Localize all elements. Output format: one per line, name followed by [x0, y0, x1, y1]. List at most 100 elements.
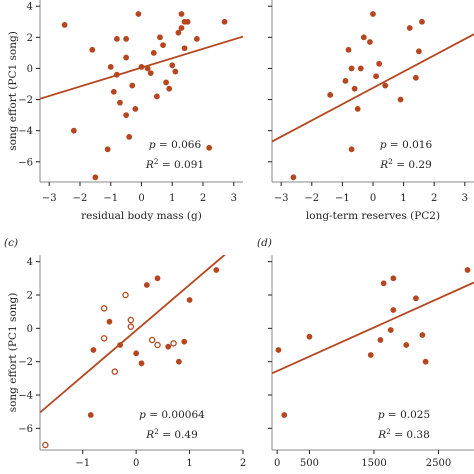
data-point [275, 347, 282, 353]
data-point [135, 11, 142, 17]
data-point [357, 65, 364, 72]
data-point-open [100, 335, 108, 342]
data-point [106, 318, 113, 325]
r-squared-label: R2 = 0.29 [379, 157, 432, 171]
data-point [113, 35, 120, 42]
data-point [157, 34, 163, 41]
data-point [113, 71, 120, 78]
fit-line [40, 255, 226, 414]
data-point-open [127, 316, 135, 324]
data-point [166, 85, 173, 92]
data-point [221, 18, 228, 25]
data-point [163, 79, 170, 86]
y-tick-label: 0 [27, 324, 33, 335]
fit-line [272, 281, 474, 375]
x-tick-label: 0 [274, 458, 280, 469]
data-point [147, 70, 154, 77]
p-value-label: p = 0.066 [149, 139, 202, 151]
x-tick-label: −1 [103, 193, 118, 204]
data-point [367, 352, 374, 358]
data-point [281, 412, 288, 418]
data-point [123, 54, 130, 61]
data-point [397, 96, 404, 103]
data-point [92, 174, 99, 181]
p-value-label: p = 0.025 [378, 409, 430, 421]
data-point [181, 338, 188, 345]
x-tick-label: 2 [200, 193, 206, 204]
data-point [70, 127, 77, 134]
data-point [143, 282, 150, 288]
y-tick-label: −6 [18, 424, 33, 435]
data-point [184, 18, 191, 25]
data-point [290, 174, 297, 181]
data-point [193, 35, 200, 42]
data-point [123, 112, 130, 119]
data-point [413, 295, 419, 302]
p-value-label: p = 0.016 [380, 139, 433, 151]
y-axis-label: song effort (PC1 song) [7, 293, 19, 413]
data-point [153, 93, 160, 100]
panel-a: 4 2 0 −2 −4 −6 −3 −2 −1 0 1 2 3 residual body mass (g… [7, 0, 243, 222]
data-point [406, 25, 413, 31]
panel-label: (d) [257, 237, 272, 249]
data-point-open [100, 305, 108, 312]
y-tick-label: 4 [27, 2, 33, 13]
data-point [144, 65, 151, 72]
data-point [110, 88, 117, 95]
data-point [373, 73, 379, 80]
data-point [387, 327, 394, 333]
data-point [306, 333, 313, 340]
r-squared-label: R2 = 0.49 [145, 427, 198, 441]
panel-c: 4 2 0 −2 −4 −6 −1 0 1 2 song effort (PC1 song) (c) p… [4, 237, 246, 469]
x-tick-label: 2 [240, 458, 246, 469]
data-point [138, 63, 145, 70]
data-point [419, 332, 426, 338]
data-point [61, 21, 68, 28]
panel-label: (c) [4, 237, 18, 249]
data-point [175, 358, 182, 365]
data-point [123, 35, 130, 42]
x-tick-label: 1 [169, 193, 175, 204]
data-point [367, 39, 373, 45]
data-point [390, 307, 397, 313]
y-tick-label: 2 [27, 291, 33, 302]
x-tick-label: 0 [133, 458, 139, 469]
data-point [416, 48, 422, 55]
data-point [377, 337, 384, 343]
data-point [175, 29, 182, 36]
data-point [370, 11, 376, 17]
r-squared-label: R2 = 0.38 [377, 427, 430, 441]
data-point [181, 45, 188, 52]
data-point [126, 133, 133, 140]
x-tick-label: −3 [42, 193, 57, 204]
panel-b: −3 −2 −1 0 1 2 3 long-term reserves (PC2) p = 0.… [268, 0, 474, 222]
data-point-open [154, 341, 161, 349]
data-point [132, 105, 139, 112]
data-point [345, 46, 352, 53]
panel-d: 0 500 1500 2500 (d) p = 0.025 R2 = 0.38 [257, 237, 474, 469]
data-point [107, 63, 114, 70]
x-tick-label: 1 [400, 193, 406, 204]
data-point [172, 68, 179, 75]
y-tick-label: 4 [27, 257, 33, 268]
data-point-open [170, 340, 177, 347]
x-axis-label: residual body mass (g) [81, 210, 202, 222]
x-tick-label: 0 [370, 193, 376, 204]
y-tick-label: 2 [27, 33, 33, 44]
data-point [342, 77, 349, 84]
data-point [376, 60, 383, 67]
y-axis-label: song effort (PC1 song) [7, 31, 19, 151]
data-point [165, 343, 172, 350]
x-axis-label: long-term reserves (PC2) [306, 210, 440, 222]
x-tick-label: 2 [431, 193, 437, 204]
x-tick-label: 0 [138, 193, 144, 204]
data-point [133, 350, 140, 357]
y-tick-label: −4 [18, 126, 33, 137]
x-tick-label: 3 [462, 193, 468, 204]
x-tick-label: −3 [274, 193, 289, 204]
data-point [104, 146, 111, 153]
data-point [382, 82, 389, 89]
data-point [403, 342, 410, 348]
fit-line [272, 33, 474, 143]
